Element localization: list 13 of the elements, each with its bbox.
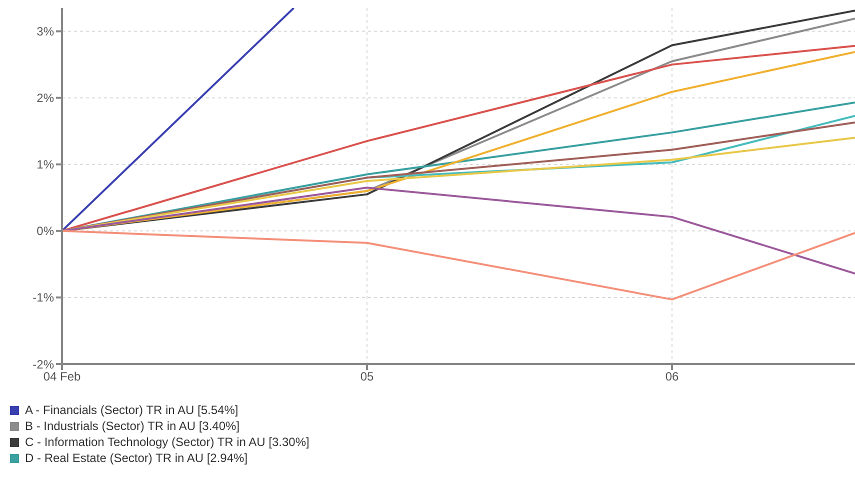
y-tick-label: 1% <box>36 158 54 172</box>
y-tick-label: 3% <box>36 24 54 39</box>
y-tick-label: -1% <box>32 290 54 305</box>
x-tick-label: 04 Feb <box>43 370 82 384</box>
y-tick-label: -2% <box>32 357 54 372</box>
legend-label: B - Industrials (Sector) TR in AU [3.40%] <box>25 418 240 434</box>
legend-label: D - Real Estate (Sector) TR in AU [2.94%] <box>25 450 248 466</box>
x-tick-label: 06 <box>665 370 679 384</box>
y-tick-label: 0% <box>36 224 54 238</box>
y-tick-label: 2% <box>36 91 54 106</box>
legend-label: A - Financials (Sector) TR in AU [5.54%] <box>25 402 238 418</box>
legend-label: C - Information Technology (Sector) TR in AU [3.30%] <box>25 434 310 450</box>
x-tick-label: 05 <box>360 370 374 384</box>
